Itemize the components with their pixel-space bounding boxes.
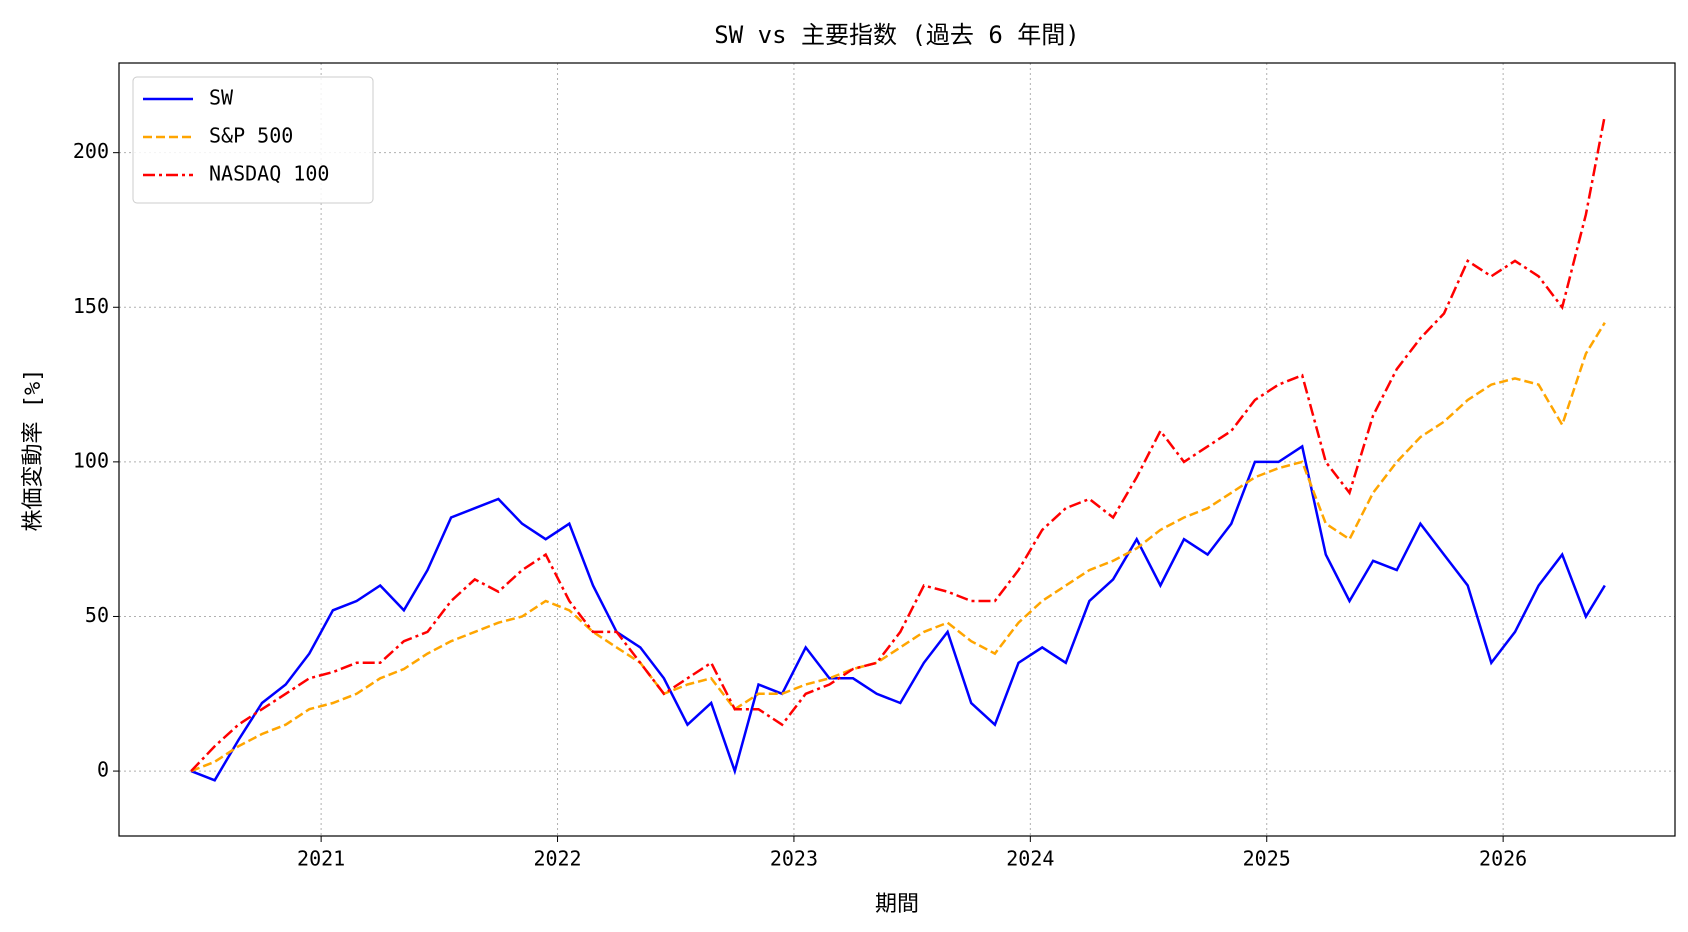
line-series: [190, 322, 1606, 773]
legend-label: SW: [209, 86, 234, 110]
legend-label: S&P 500: [209, 124, 293, 148]
legend-label: NASDAQ 100: [209, 162, 329, 186]
x-tick-label: 2021: [297, 847, 345, 871]
y-tick-label: 0: [97, 758, 109, 782]
x-axis-label: 期間: [875, 892, 919, 917]
plot-frame: [118, 62, 1676, 837]
x-tick-label: 2025: [1243, 847, 1291, 871]
x-tick-label: 2026: [1479, 847, 1527, 871]
y-tick-label: 100: [73, 448, 109, 472]
line-series: [190, 115, 1607, 772]
y-tick-label: 200: [73, 139, 109, 163]
legend-box: [132, 76, 374, 204]
chart-title: SW vs 主要指数 (過去 6 年間): [714, 21, 1079, 49]
x-tick-label: 2023: [770, 847, 818, 871]
line-series: [190, 444, 1606, 782]
y-axis-label: 株価変動率 [%]: [21, 369, 46, 532]
y-tick-label: 150: [73, 294, 109, 318]
x-tick-label: 2022: [533, 847, 581, 871]
x-tick-label: 2024: [1006, 847, 1054, 871]
y-tick-label: 50: [85, 603, 109, 627]
